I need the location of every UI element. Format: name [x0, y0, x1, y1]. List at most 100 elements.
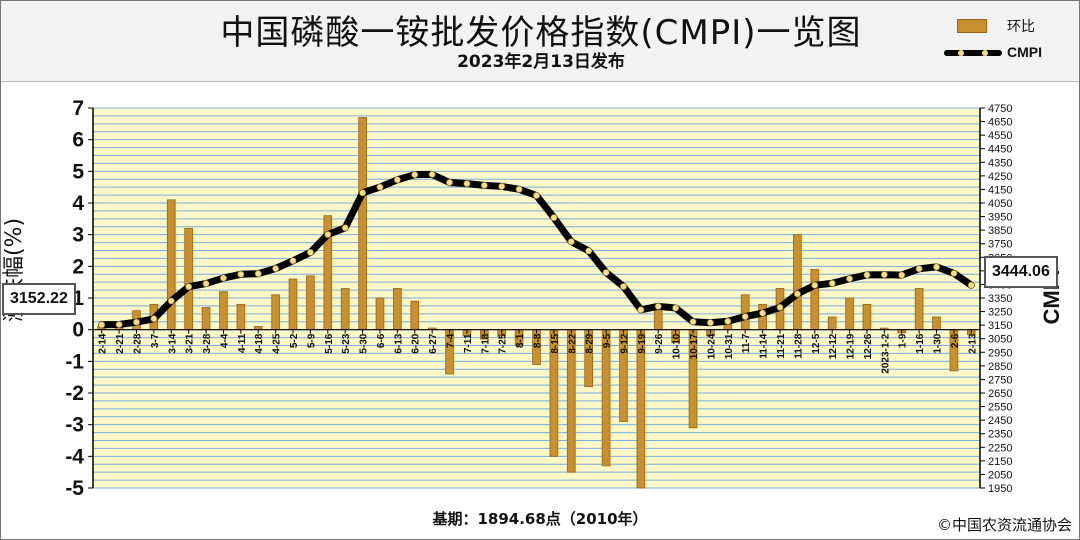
y2-tick-label: 2750 [988, 374, 1012, 386]
y-tick-label: 5 [72, 160, 84, 183]
cmpi-point [532, 192, 540, 200]
y2-tick-label: 3250 [988, 307, 1012, 319]
chart-header: 中国磷酸一铵批发价格指数(CMPI)一览图 2023年2月13日发布 环比 CM… [1, 1, 1079, 82]
y2-tick-label: 3050 [988, 334, 1012, 346]
x-tick-label: 10-17 [689, 333, 700, 359]
cmpi-point [550, 214, 558, 222]
cmpi-point [724, 317, 732, 325]
bar [306, 275, 315, 331]
chart-title: 中国磷酸一铵批发价格指数(CMPI)一览图 [220, 13, 862, 53]
x-tick-label: 11-21 [776, 333, 787, 358]
cmpi-point [585, 247, 593, 255]
cmpi-point [846, 275, 854, 283]
legend: 环比 CMPI [941, 13, 1061, 67]
y2-tick-label: 2950 [988, 347, 1012, 359]
x-tick-label: 5-23 [341, 333, 352, 353]
x-tick-label: 5-30 [359, 333, 370, 353]
y-tick-label: 0 [72, 319, 84, 342]
cmpi-point [498, 182, 506, 190]
y-tick-label: -1 [65, 350, 84, 373]
x-tick-label: 5-2 [289, 333, 300, 348]
y-tick-label: 4 [72, 192, 84, 215]
bar [184, 227, 193, 331]
cmpi-point [480, 181, 488, 189]
cmpi-point [272, 265, 280, 273]
legend-bar-swatch [957, 19, 987, 33]
x-tick-label: 3-21 [185, 333, 196, 353]
bar [393, 288, 402, 331]
x-tick-label: 12-12 [828, 333, 839, 359]
y2-tick-label: 4250 [988, 171, 1012, 183]
x-tick-label: 6-6 [376, 333, 387, 348]
cmpi-point [706, 319, 714, 327]
bar [236, 303, 246, 331]
cmpi-point [376, 183, 384, 191]
bar [810, 269, 820, 331]
cmpi-point [341, 224, 349, 232]
cmpi-point [880, 271, 888, 279]
y-tick-label: 2 [72, 255, 84, 278]
cmpi-point [933, 263, 941, 271]
x-tick-label: 6-20 [411, 333, 422, 353]
y2-tick-label: 4650 [988, 117, 1012, 129]
y2-tick-label: 2650 [988, 388, 1012, 400]
y2-tick-label: 4550 [988, 130, 1012, 142]
y2-tick-label: 1950 [988, 483, 1012, 495]
y2-tick-label: 4050 [988, 198, 1012, 210]
cmpi-point [967, 281, 975, 289]
x-tick-label: 2-14 [98, 333, 109, 353]
x-tick-label: 2023-1-2 [880, 333, 891, 373]
cmpi-point [689, 318, 697, 326]
cmpi-point [254, 270, 262, 278]
cmpi-point [515, 185, 523, 193]
bar [166, 199, 176, 331]
cmpi-point [167, 297, 175, 305]
legend-line-label: CMPI [1007, 44, 1042, 60]
cmpi-point [915, 265, 923, 273]
y2-tick-label: 3150 [988, 320, 1012, 332]
x-tick-label: 8-1 [515, 333, 526, 348]
bar [201, 307, 211, 331]
x-tick-label: 8-29 [585, 333, 596, 353]
x-tick-label: 2-28 [132, 333, 143, 353]
x-tick-label: 4-25 [272, 333, 283, 353]
x-tick-label: 10-10 [672, 333, 683, 359]
cmpi-point [202, 280, 210, 288]
x-tick-label: 7-11 [463, 333, 474, 353]
x-tick-label: 1-30 [933, 333, 944, 353]
bar [932, 316, 941, 331]
y-tick-label: -4 [65, 445, 84, 468]
cmpi-point [828, 279, 836, 287]
x-tick-label: 10-24 [706, 333, 717, 359]
x-tick-label: 10-31 [724, 333, 735, 359]
bar [740, 294, 750, 331]
cmpi-point [863, 271, 871, 279]
x-tick-label: 8-15 [550, 333, 561, 353]
x-tick-label: 8-22 [567, 333, 578, 353]
cmpi-point [898, 271, 906, 279]
x-tick-label: 2-13 [967, 333, 978, 353]
y-tick-label: 3 [72, 224, 84, 247]
y2-tick-label: 2050 [988, 469, 1012, 481]
y-tick-label: 7 [72, 97, 84, 120]
x-tick-label: 7-25 [498, 333, 509, 353]
cmpi-point [741, 313, 749, 321]
x-tick-label: 3-14 [167, 333, 178, 353]
x-tick-label: 7-18 [480, 333, 491, 353]
cmpi-point [463, 180, 471, 188]
end-value-callout: 3444.06 [984, 256, 1058, 288]
cmpi-point [289, 257, 297, 265]
cmpi-point [428, 170, 436, 178]
x-tick-label: 3-7 [150, 333, 161, 348]
bar [410, 300, 420, 331]
y2-tick-label: 2850 [988, 361, 1012, 373]
cmpi-point [393, 176, 401, 184]
cmpi-point [115, 320, 123, 328]
x-tick-label: 1-9 [898, 333, 909, 348]
cmpi-point [219, 274, 227, 282]
cmpi-point [150, 315, 158, 323]
y2-tick-label: 2550 [988, 402, 1012, 414]
cmpi-point [950, 269, 958, 277]
cmpi-point [306, 248, 314, 256]
x-tick-label: 5-9 [306, 333, 317, 348]
